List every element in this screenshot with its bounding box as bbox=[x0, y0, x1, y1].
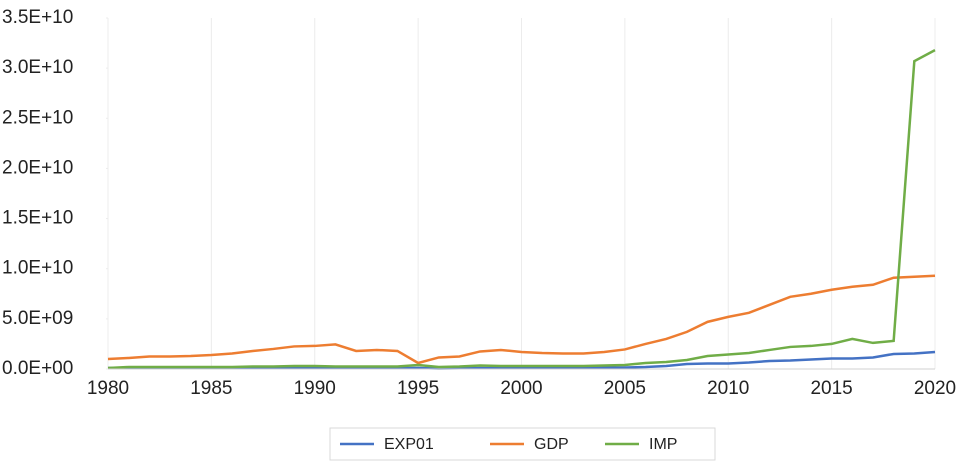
y-tick-label: 2.0E+10 bbox=[2, 157, 73, 178]
y-tick-label: 3.5E+10 bbox=[2, 7, 73, 28]
x-tick-label: 1995 bbox=[397, 378, 439, 399]
y-tick-label: 3.0E+10 bbox=[2, 57, 73, 78]
y-tick-label: 5.0E+09 bbox=[2, 308, 73, 329]
legend-label: EXP01 bbox=[384, 436, 434, 453]
legend-label: IMP bbox=[649, 436, 677, 453]
x-tick-label: 2010 bbox=[707, 378, 749, 399]
x-tick-label: 2020 bbox=[914, 378, 956, 399]
y-tick-label: 1.5E+10 bbox=[2, 208, 73, 229]
x-tick-label: 2015 bbox=[810, 378, 852, 399]
x-tick-label: 1990 bbox=[294, 378, 336, 399]
legend-label: GDP bbox=[534, 436, 569, 453]
line bbox=[107, 274, 936, 365]
x-tick-label: 1980 bbox=[87, 378, 129, 399]
y-tick-label: 1.0E+10 bbox=[2, 258, 73, 279]
legend-box bbox=[329, 427, 716, 461]
x-tick-label: 2000 bbox=[500, 378, 542, 399]
x-tick-label: 2005 bbox=[604, 378, 646, 399]
y-tick-label: 2.5E+10 bbox=[2, 107, 73, 128]
x-tick-label: 1985 bbox=[190, 378, 232, 399]
line bbox=[107, 48, 936, 370]
y-tick-label: 0.0E+00 bbox=[2, 358, 73, 379]
